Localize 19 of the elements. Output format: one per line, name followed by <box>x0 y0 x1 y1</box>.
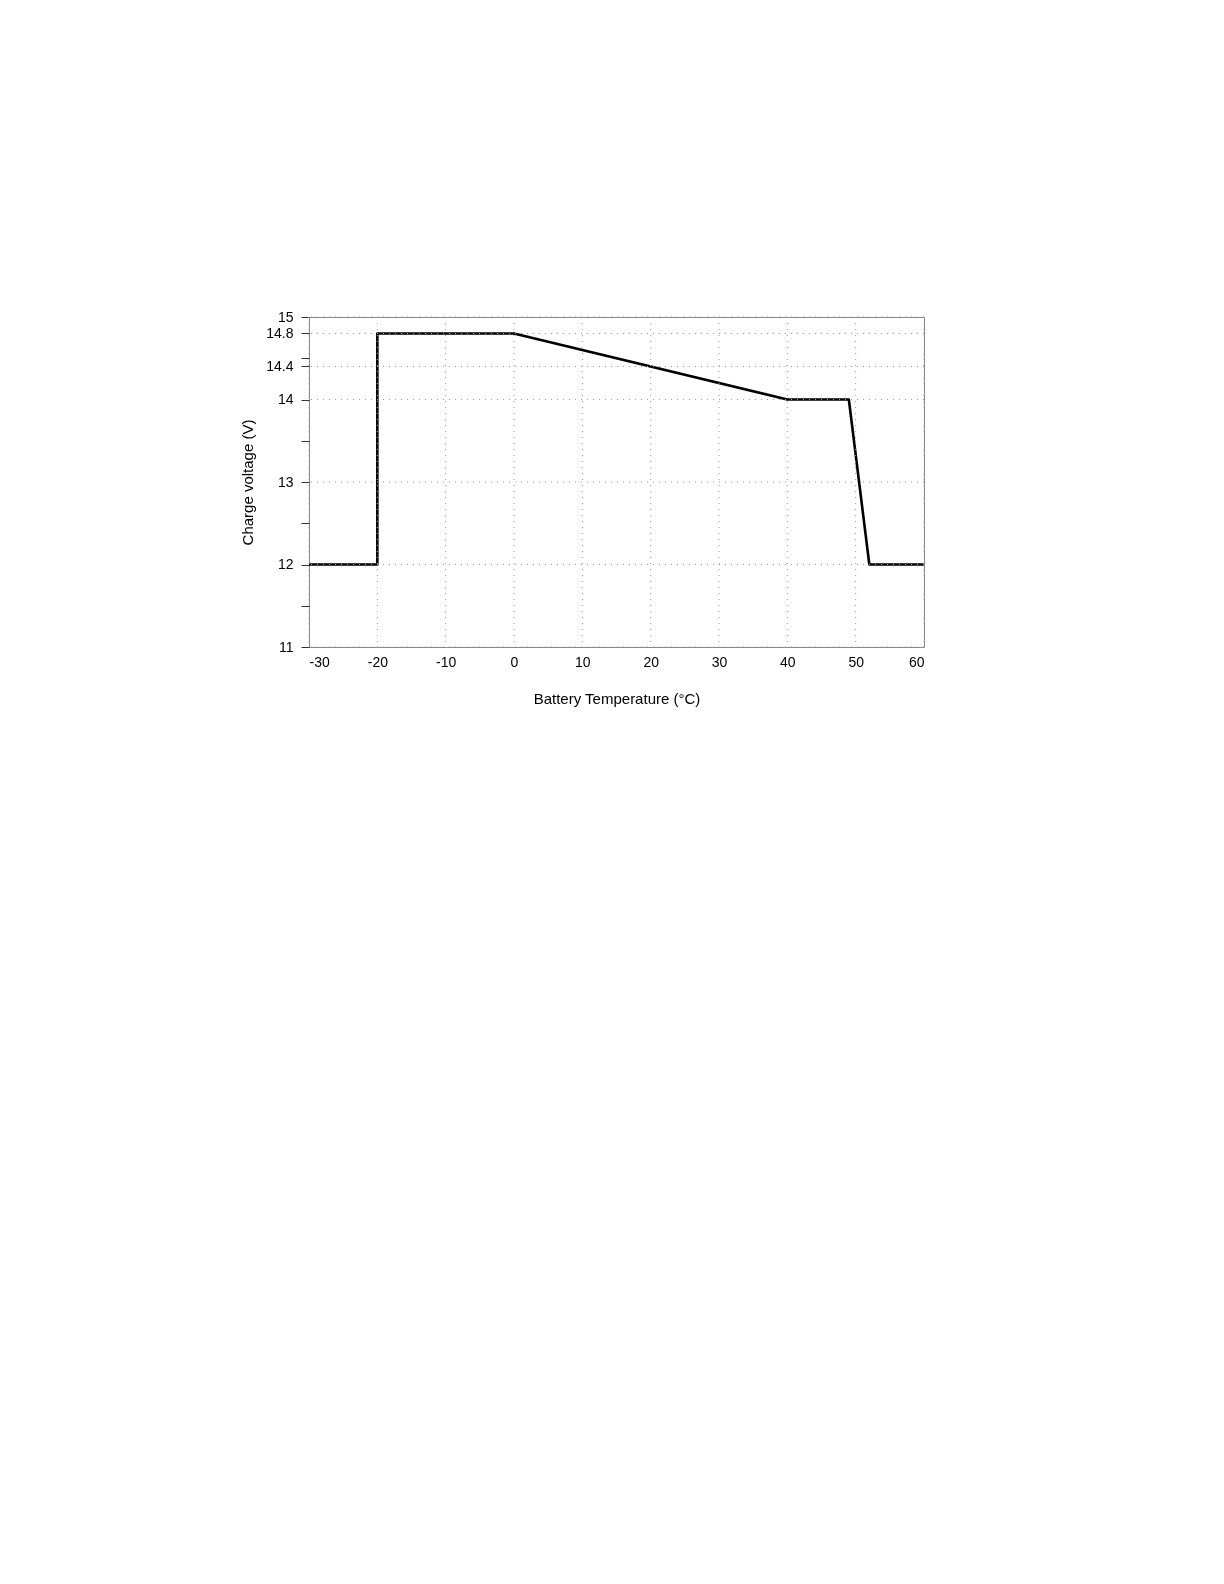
y-tick-label: 14 <box>277 391 294 407</box>
y-tick-label: 12 <box>277 556 294 572</box>
x-tick-label: -20 <box>367 653 389 670</box>
y-tick-label: 14.4 <box>266 358 294 374</box>
x-tick-label: 20 <box>643 653 660 670</box>
y-tick-label: 11 <box>278 638 294 655</box>
x-tick-label: -10 <box>436 653 457 670</box>
x-tick-label: 30 <box>711 653 728 670</box>
x-tick-label: 60 <box>908 653 925 670</box>
x-tick-label: 0 <box>510 653 519 670</box>
x-axis-title: Battery Temperature (°C) <box>533 689 701 707</box>
x-tick-label: 40 <box>780 653 796 670</box>
y-tick-label: 14.8 <box>266 325 294 341</box>
y-tick-label: 13 <box>277 473 294 490</box>
x-tick-label: 10 <box>575 653 591 670</box>
y-axis-title: Charge voltage (V) <box>239 419 257 546</box>
y-tick-label: 15 <box>277 308 294 325</box>
x-tick-label: -30 <box>309 653 330 670</box>
x-tick-label: 50 <box>848 653 865 670</box>
